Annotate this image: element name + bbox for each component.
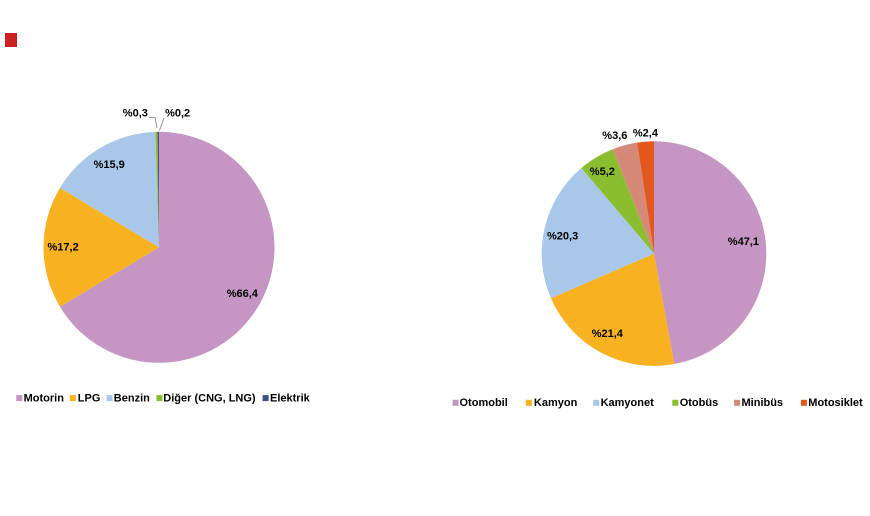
svg-text:Motorin: Motorin [24, 393, 65, 405]
svg-text:%15,9: %15,9 [94, 159, 125, 171]
svg-text:%21,4: %21,4 [592, 328, 624, 340]
svg-text:%66,4: %66,4 [227, 288, 259, 300]
svg-text:Otobüs: Otobüs [680, 397, 719, 409]
svg-text:Motosiklet: Motosiklet [808, 397, 863, 409]
svg-text:%3,6: %3,6 [602, 130, 627, 142]
svg-text:Diğer (CNG, LNG): Diğer (CNG, LNG) [163, 393, 256, 405]
svg-text:%0,2: %0,2 [165, 108, 190, 120]
svg-text:LPG: LPG [78, 393, 101, 405]
svg-text:%20,3: %20,3 [547, 231, 578, 243]
svg-text:%0,3: %0,3 [123, 108, 148, 120]
svg-text:Minibüs: Minibüs [742, 397, 784, 409]
svg-text:%2,4: %2,4 [633, 128, 659, 140]
svg-text:Kamyonet: Kamyonet [601, 397, 655, 409]
svg-text:Benzin: Benzin [114, 393, 150, 405]
svg-text:%5,2: %5,2 [590, 166, 615, 178]
svg-text:Elektrik: Elektrik [270, 393, 311, 405]
svg-text:%47,1: %47,1 [728, 236, 759, 248]
svg-text:%17,2: %17,2 [48, 242, 79, 254]
svg-text:Otomobil: Otomobil [460, 397, 508, 409]
svg-text:Kamyon: Kamyon [534, 397, 578, 409]
